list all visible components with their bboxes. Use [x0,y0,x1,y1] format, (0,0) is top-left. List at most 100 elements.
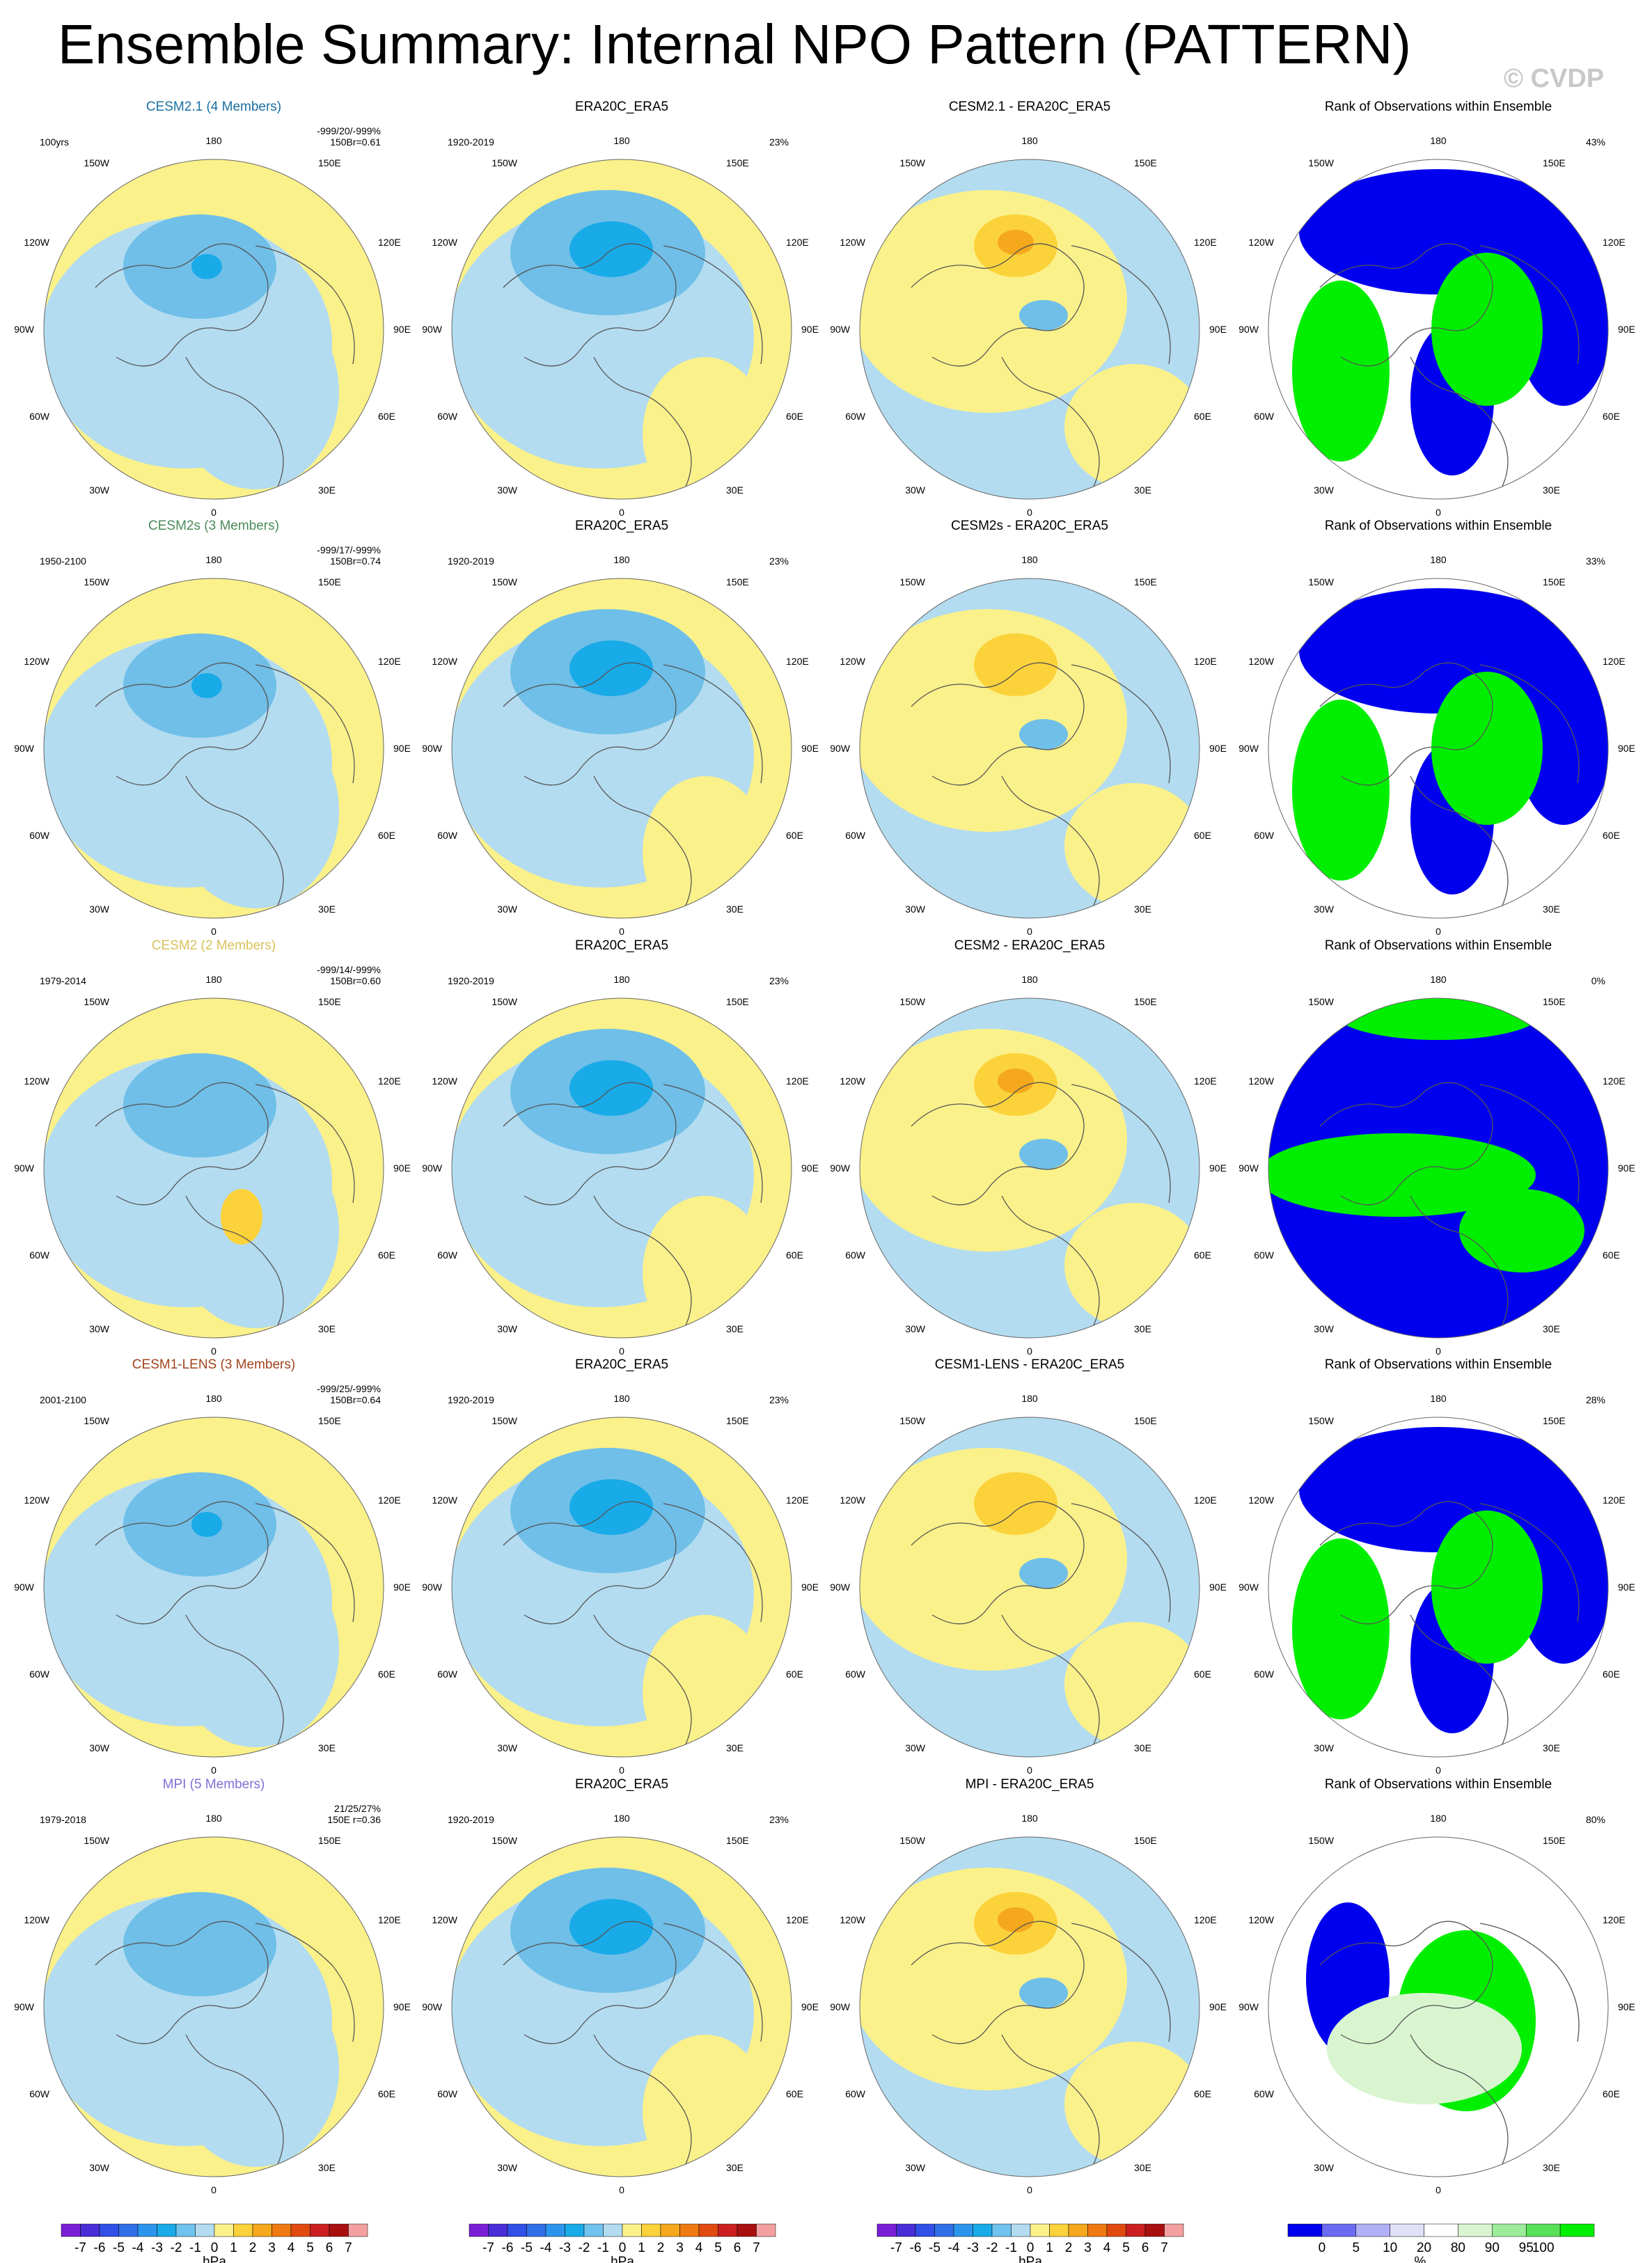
lon-label-150e: 150E [1543,576,1566,588]
colorbar-tick-label: 1 [230,2241,237,2255]
colorbar-tick-label: -1 [597,2241,609,2255]
lon-label-60w: 60W [1254,830,1275,841]
lon-label-30e: 30E [318,1742,336,1753]
lon-label-150e: 150E [1134,157,1157,168]
lon-label-60w: 60W [1254,1249,1275,1261]
lon-label-30w: 30W [497,1323,518,1334]
coastline [593,1195,692,1329]
coastline [663,1503,763,1623]
lon-label-150w: 150W [84,1415,109,1426]
lon-label-150w: 150W [899,1835,925,1846]
model-period-label: 1979-2018 [40,1814,86,1825]
colorbar-swatch [157,2223,177,2237]
lon-label-0: 0 [211,507,217,518]
coastline [1001,1195,1100,1329]
colorbar-tick-label: 95 [1519,2241,1534,2255]
colorbar-swatch [698,2223,718,2237]
lon-label-0: 0 [211,1765,217,1776]
lon-label-60e: 60E [378,1249,395,1261]
map-border [451,578,792,919]
lon-label-0: 0 [1435,507,1441,518]
cvdp-watermark: © CVDP [1504,64,1605,93]
lon-label-30e: 30E [318,1323,336,1334]
colorbar-swatch [1355,2223,1390,2237]
rank-percent-label: 28% [1586,1394,1605,1405]
map-border [859,578,1200,919]
lon-label-150e: 150E [1543,1835,1566,1846]
map-border [859,998,1200,1339]
lon-label-60w: 60W [1254,2088,1275,2099]
colorbar-tick-label: -5 [521,2241,533,2255]
lon-label-0: 0 [619,1346,624,1357]
colorbar-swatch [603,2223,623,2237]
map-border [1268,1836,1609,2177]
coastline [503,243,677,367]
colorbar-swatch [565,2223,585,2237]
lon-label-90w: 90W [14,1582,35,1593]
colorbar-swatch [233,2223,253,2237]
lon-label-30e: 30E [1134,1323,1151,1334]
lon-label-90e: 90E [801,1582,819,1593]
rank-high-region [1292,700,1390,881]
lon-label-30e: 30E [1543,1323,1560,1334]
negative-contour-center [569,1899,653,1955]
colorbar-swatch [1011,2223,1031,2237]
colorbar-swatch [1424,2223,1458,2237]
lon-label-120w: 120W [1248,237,1274,248]
lon-label-90e: 90E [801,1162,819,1174]
lon-label-90e: 90E [1618,1582,1635,1593]
lon-label-150w: 150W [899,576,925,588]
polar-map-obs-4: 180 0 90W 90E 150W 120W 60W 30W 150E 120E 60E 30E [422,1813,819,2195]
lon-label-120e: 120E [1194,1495,1217,1506]
model-panel-title: MPI (5 Members) [163,1777,265,1792]
lon-label-150w: 150W [84,996,109,1007]
lon-label-120e: 120E [1194,1914,1217,1925]
polar-map-model-0: 180 0 90W 90E 150W 120W 60W 30W 150E 120E 60E 30E [14,135,411,518]
coastline [1001,356,1100,490]
colorbar-tick-label: -3 [151,2241,163,2255]
coastline [1410,356,1509,490]
lon-label-30w: 30W [905,2162,926,2173]
lon-label-150w: 150W [491,576,517,588]
lon-label-120e: 120E [378,1914,401,1925]
polar-map-diff-1: 180 0 90W 90E 150W 120W 60W 30W 150E 120E 60E 30E [830,554,1227,937]
lon-label-60w: 60W [437,1249,458,1261]
colorbar-tick-label: -2 [986,2241,998,2255]
lon-label-90e: 90E [1618,743,1635,754]
polar-map-rank-4: 180 0 90W 90E 150W 120W 60W 30W 150E 120E 60E 30E [1238,1813,1635,2195]
lon-label-120w: 120W [432,1495,457,1506]
coastline [95,662,269,786]
lon-label-60w: 60W [845,1249,866,1261]
lon-label-90w: 90W [1238,324,1259,335]
rank-percent-label: 33% [1586,555,1605,567]
lon-label-150e: 150E [726,1415,749,1426]
lon-label-90e: 90E [801,2001,819,2012]
lon-label-120e: 120E [378,1495,401,1506]
diff-panel-title: CESM2.1 - ERA20C_ERA5 [949,100,1110,114]
lon-label-30e: 30E [1134,1742,1151,1753]
map-field [44,998,384,1338]
coastline [1479,1084,1580,1204]
lon-label-150w: 150W [1308,996,1334,1007]
map-field [1268,578,1608,918]
lon-label-30e: 30E [726,1742,744,1753]
lon-label-180: 180 [1021,1813,1038,1824]
negative-contour-center [191,673,222,698]
rank-high-region [1431,672,1543,825]
lon-label-120w: 120W [1248,1914,1274,1925]
polar-map-model-2: 180 0 90W 90E 150W 120W 60W 30W 150E 120E 60E 30E [14,974,411,1357]
lon-label-150w: 150W [491,1415,517,1426]
map-border [451,998,792,1339]
lon-label-90e: 90E [393,1162,411,1174]
lon-label-90w: 90W [1238,743,1259,754]
lon-label-90e: 90E [1618,1162,1635,1174]
lon-label-90e: 90E [1209,743,1227,754]
colorbar-tick-label: 20 [1417,2241,1431,2255]
lon-label-120e: 120E [378,1075,401,1087]
lon-label-180: 180 [205,554,222,565]
colorbar-tick-label: 2 [1065,2241,1073,2255]
diff-panel-title: CESM2s - ERA20C_ERA5 [951,519,1108,533]
positive-contour-region [643,357,768,499]
lon-label-60e: 60E [786,1669,803,1680]
